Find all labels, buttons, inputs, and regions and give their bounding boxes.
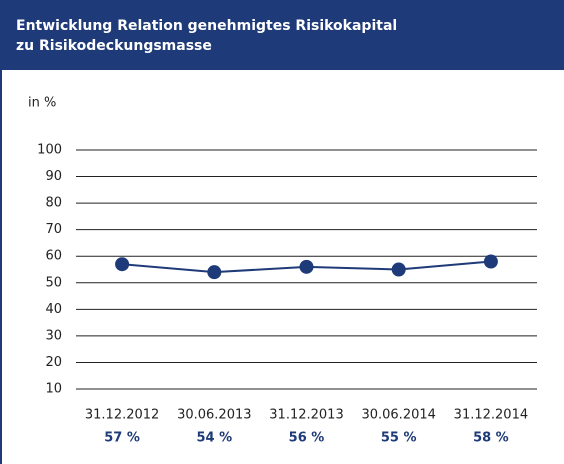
y-tick-label: 80 [45, 196, 62, 211]
y-tick-label: 10 [45, 382, 62, 397]
y-tick-label: 40 [45, 302, 62, 317]
data-label: 55 % [381, 431, 417, 446]
y-tick-label: 20 [45, 355, 62, 370]
chart-title: Entwicklung Relation genehmigtes Risikok… [16, 18, 397, 34]
marker [207, 265, 222, 280]
marker [115, 257, 130, 272]
x-tick-label: 30.06.2014 [361, 408, 435, 423]
data-label: 58 % [473, 431, 509, 446]
y-axis-label: in % [28, 96, 56, 111]
marker [299, 259, 314, 274]
y-tick-label: 100 [37, 143, 62, 158]
chart-title: zu Risikodeckungsmasse [16, 38, 212, 54]
data-label: 56 % [289, 431, 325, 446]
data-label: 57 % [104, 431, 140, 446]
x-tick-label: 31.12.2013 [269, 408, 343, 423]
data-label: 54 % [196, 431, 232, 446]
y-tick-label: 30 [45, 328, 62, 343]
x-tick-label: 31.12.2012 [85, 408, 159, 423]
x-tick-label: 31.12.2014 [454, 408, 528, 423]
x-tick-label: 30.06.2013 [177, 408, 251, 423]
marker [391, 262, 406, 277]
y-tick-label: 90 [45, 169, 62, 184]
y-tick-label: 50 [45, 275, 62, 290]
header-bar [0, 0, 564, 70]
y-tick-label: 70 [45, 222, 62, 237]
marker [483, 254, 498, 269]
y-tick-label: 60 [45, 249, 62, 264]
